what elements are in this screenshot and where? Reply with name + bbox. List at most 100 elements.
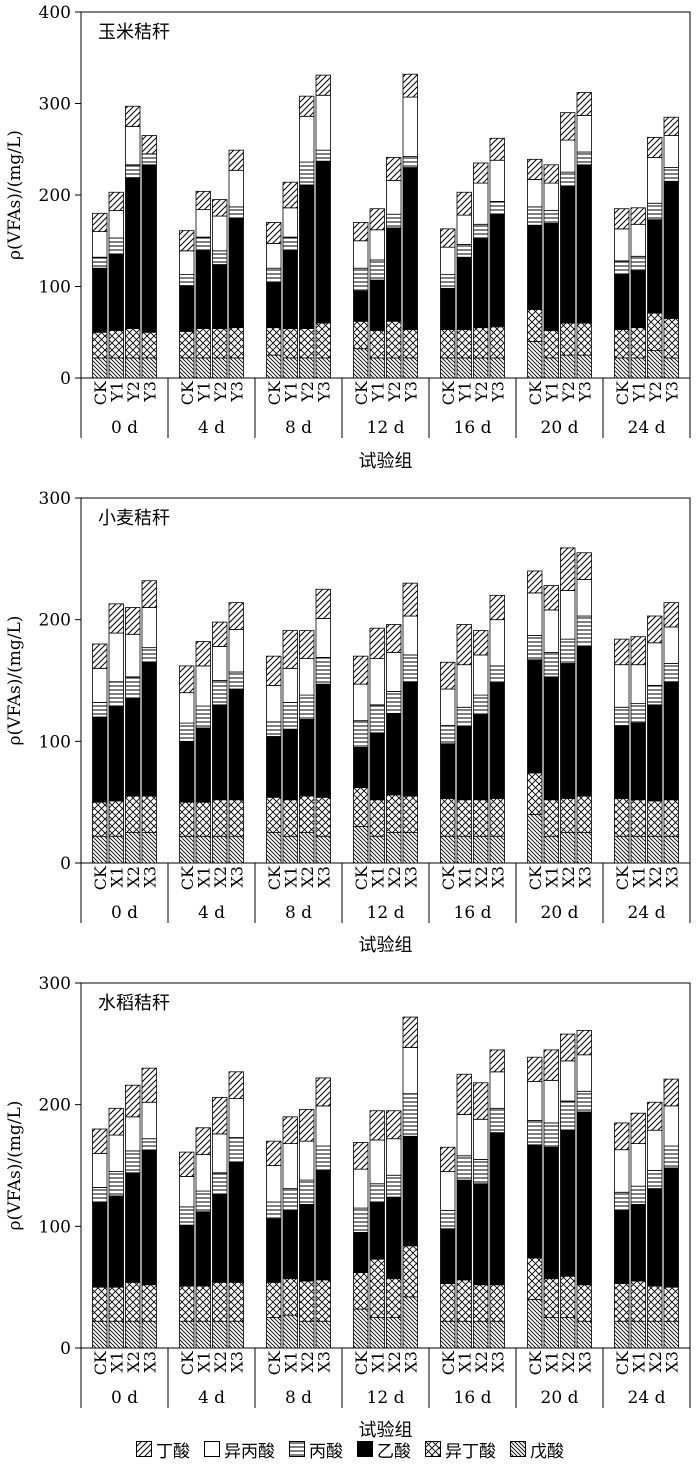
bar-segment xyxy=(315,94,331,151)
bar-segment xyxy=(386,357,402,379)
legend-swatch xyxy=(289,1441,305,1457)
bar-segment xyxy=(315,74,331,96)
bar-segment xyxy=(647,835,663,864)
legend-label: 异丙酸 xyxy=(224,1441,275,1462)
bar-segment xyxy=(527,224,543,310)
bar-segment xyxy=(266,354,282,379)
bar-segment xyxy=(473,694,489,715)
bar-segment xyxy=(402,615,418,656)
bar-segment xyxy=(228,1098,244,1138)
bar-segment xyxy=(473,1284,489,1322)
bar-label: Y1 xyxy=(368,381,387,403)
bar-segment xyxy=(473,162,489,184)
y-axis-label: ρ(VFAs)/(mg/L) xyxy=(5,1101,25,1231)
bar-segment xyxy=(141,795,157,833)
bar-segment xyxy=(299,658,315,696)
bar-label: Y2 xyxy=(298,381,317,403)
bar-segment xyxy=(560,112,576,141)
bar-segment xyxy=(141,357,157,379)
bar-segment xyxy=(560,638,576,664)
bar-segment xyxy=(614,835,630,864)
bar-segment xyxy=(228,1071,244,1099)
bar-segment xyxy=(92,1201,108,1288)
bar-segment xyxy=(402,832,418,864)
bar-segment xyxy=(212,1320,228,1349)
bar-segment xyxy=(630,835,646,864)
bar-segment xyxy=(647,615,663,644)
bar-label: CK xyxy=(265,865,284,890)
bar-label: Y1 xyxy=(194,381,213,403)
bar-segment xyxy=(299,1179,315,1205)
bar-label: CK xyxy=(91,865,110,890)
bar-label: X3 xyxy=(140,1351,159,1373)
bar-segment xyxy=(125,698,141,797)
day-group-label: 24 d xyxy=(628,1388,666,1408)
bar-segment xyxy=(440,798,456,837)
bar-segment xyxy=(92,1152,108,1188)
bar-segment xyxy=(228,206,244,219)
bar-segment xyxy=(369,1258,385,1318)
bar-segment xyxy=(92,1128,108,1154)
bar-segment xyxy=(440,1210,456,1230)
bar-segment xyxy=(141,153,157,166)
bar-segment xyxy=(614,1122,630,1151)
bar-label: X3 xyxy=(140,866,159,888)
bar-segment xyxy=(440,688,456,726)
bar-segment xyxy=(282,207,298,238)
bar-segment xyxy=(402,1135,418,1247)
bar-segment xyxy=(108,835,124,864)
bar-segment xyxy=(179,357,195,379)
bar-label: Y2 xyxy=(124,381,143,403)
bar-segment xyxy=(353,1232,369,1273)
bar-segment xyxy=(125,105,141,127)
bar-segment xyxy=(108,681,124,707)
y-tick-label: 200 xyxy=(39,611,71,631)
bar-segment xyxy=(527,340,543,379)
bar-segment xyxy=(369,229,385,261)
bar-segment xyxy=(489,835,505,864)
bar-segment xyxy=(560,832,576,864)
legend-item: 异丙酸 xyxy=(204,1437,275,1462)
bar-label: X3 xyxy=(488,1351,507,1373)
bar-segment xyxy=(266,1165,282,1203)
bar-segment xyxy=(614,1149,630,1193)
bar-segment xyxy=(560,798,576,833)
legend-label: 丁酸 xyxy=(156,1441,190,1462)
day-group-label: 4 d xyxy=(198,1388,225,1408)
bar-segment xyxy=(212,835,228,864)
bar-segment xyxy=(353,1308,369,1349)
bar-segment xyxy=(141,832,157,864)
bar-segment xyxy=(282,357,298,379)
bar-segment xyxy=(92,667,108,703)
bar-segment xyxy=(630,1280,646,1322)
bar-segment xyxy=(456,1155,472,1181)
bar-segment xyxy=(543,835,559,864)
bar-segment xyxy=(386,712,402,796)
bar-segment xyxy=(560,663,576,799)
bar-segment xyxy=(527,813,543,864)
bar-segment xyxy=(369,1110,385,1141)
day-group-label: 8 d xyxy=(285,418,312,438)
bar-segment xyxy=(353,240,369,269)
bar-segment xyxy=(440,357,456,379)
legend-swatch xyxy=(510,1441,526,1457)
bar-segment xyxy=(456,244,472,258)
bar-segment xyxy=(473,1118,489,1160)
bar-segment xyxy=(630,1143,646,1187)
bar-segment xyxy=(108,632,124,683)
bar-segment xyxy=(141,607,157,649)
bar-label: CK xyxy=(91,380,110,405)
bar-segment xyxy=(560,185,576,324)
bar-segment xyxy=(315,357,331,379)
bar-segment xyxy=(299,115,315,163)
bar-segment xyxy=(543,1049,559,1081)
bar-segment xyxy=(212,1194,228,1283)
bar-segment xyxy=(543,164,559,184)
x-axis-label: 试验组 xyxy=(359,451,413,472)
bar-label: X1 xyxy=(194,1351,213,1373)
bar-segment xyxy=(125,1281,141,1322)
day-group-label: 0 d xyxy=(111,903,138,923)
bar-segment xyxy=(560,1033,576,1062)
bar-segment xyxy=(282,1278,298,1316)
bar-segment xyxy=(141,164,157,333)
